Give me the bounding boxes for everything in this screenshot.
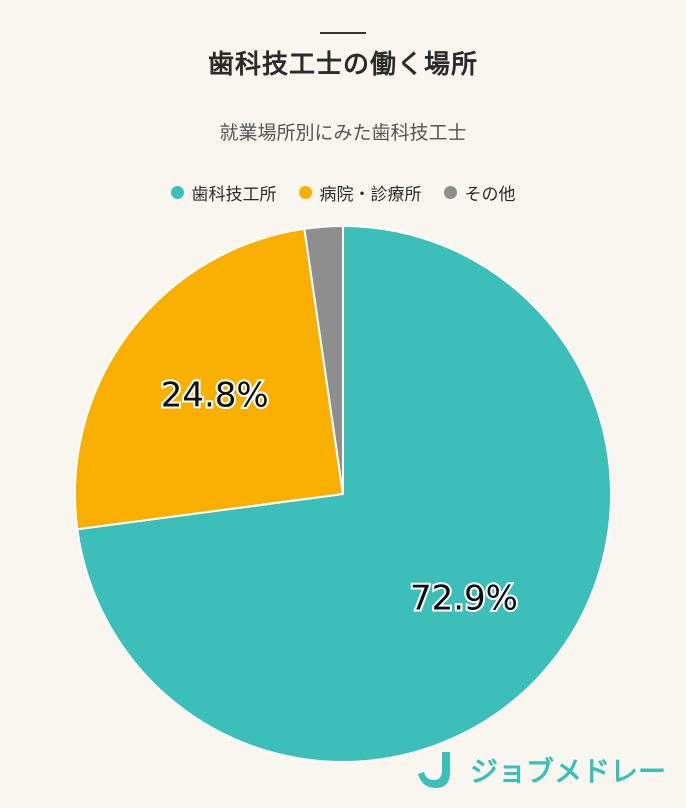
legend-item-other: その他	[443, 180, 516, 205]
page-subtitle: 就業場所別にみた歯科技工士	[219, 122, 467, 144]
title-rule	[320, 32, 366, 34]
pie-slice-other	[303, 224, 344, 495]
page-title: 歯科技工士の働く場所	[207, 50, 478, 80]
chart-legend: 歯科技工所 病院・診療所 その他	[0, 180, 686, 205]
brand-mark-icon	[417, 752, 450, 788]
legend-label-other: その他	[464, 185, 516, 205]
brand-logo-text: ジョブメドレー	[469, 755, 666, 788]
legend-dot-clinic	[298, 186, 312, 199]
legend-dot-lab	[170, 186, 184, 199]
pie-label-clinic: 24.8%	[161, 376, 269, 416]
pie-slice-clinic	[74, 227, 345, 531]
legend-label-clinic: 病院・診療所	[319, 185, 422, 205]
pie-slice-lab	[76, 224, 612, 763]
legend-item-lab: 歯科技工所	[170, 180, 277, 205]
legend-item-clinic: 病院・診療所	[298, 180, 422, 205]
brand-logo: ジョブメドレー	[412, 748, 666, 792]
legend-label-lab: 歯科技工所	[191, 185, 277, 205]
legend-dot-other	[443, 186, 457, 199]
pie-label-lab: 72.9%	[410, 578, 518, 618]
